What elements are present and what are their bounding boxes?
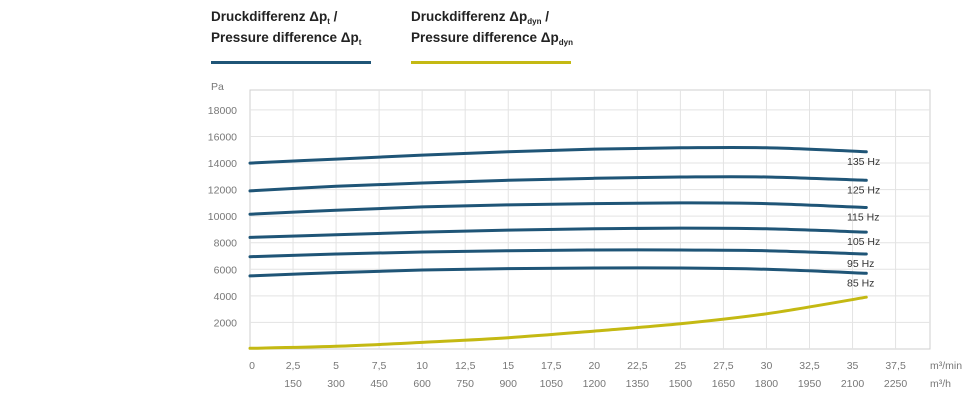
series-line-pt <box>248 175 868 193</box>
series-line-pt <box>248 145 868 165</box>
x-axis-unit-secondary: m³/h <box>930 378 951 390</box>
x-tick-label-primary: 32,5 <box>799 360 820 372</box>
y-axis-unit-label: Pa <box>211 81 224 93</box>
plot-frame <box>249 89 931 350</box>
x-tick-label-primary: 25 <box>675 360 687 372</box>
legend-label-line1: Druckdifferenz Δpdyn / <box>411 9 549 26</box>
series-label: 105 Hz <box>847 236 880 248</box>
legend-swatch-pt <box>211 61 371 64</box>
x-tick-label-secondary: 300 <box>327 378 345 390</box>
series-label: 95 Hz <box>847 258 874 270</box>
x-tick-label-primary: 17,5 <box>541 360 562 372</box>
x-tick-label-secondary: 2250 <box>884 378 908 390</box>
x-axis: 0 2,5 5 7,5 10 12,5 15 17,5 20 22,5 25 27,5 30 32,5 35… <box>249 360 962 390</box>
x-tick-label-primary: 10 <box>416 360 428 372</box>
series-line-pdyn <box>248 295 868 350</box>
x-tick-label-primary: 37,5 <box>885 360 906 372</box>
x-tick-label-secondary: 1050 <box>540 378 564 390</box>
series-label: 135 Hz <box>847 156 880 168</box>
series-labels: 135 Hz 125 Hz 115 Hz 105 Hz 95 Hz 85 Hz <box>847 156 880 290</box>
x-tick-label-secondary: 2100 <box>841 378 865 390</box>
series-line-pt <box>248 201 868 216</box>
y-tick-label: 16000 <box>208 131 237 143</box>
chart-grid <box>249 89 931 350</box>
legend-label-line2: Pressure difference Δpdyn <box>411 30 573 47</box>
legend-item-pdyn: Druckdifferenz Δpdyn / Pressure differen… <box>411 6 573 64</box>
series-label: 125 Hz <box>847 184 880 196</box>
series-line-pt <box>248 226 868 239</box>
x-tick-label-secondary: 1950 <box>798 378 822 390</box>
x-tick-label-secondary: 150 <box>284 378 302 390</box>
x-tick-label-secondary: 1800 <box>755 378 779 390</box>
x-tick-label-primary: 0 <box>249 360 255 372</box>
legend-label-line1: Druckdifferenz Δpt / <box>211 9 338 26</box>
series-label: 115 Hz <box>847 212 880 224</box>
legend-label-line2: Pressure difference Δpt <box>211 30 362 47</box>
x-tick-label-primary: 20 <box>588 360 600 372</box>
series-line-pt <box>248 266 868 278</box>
x-tick-label-primary: 27,5 <box>713 360 734 372</box>
x-tick-label-secondary: 1200 <box>583 378 607 390</box>
y-tick-label: 18000 <box>208 105 237 117</box>
x-tick-label-primary: 15 <box>502 360 514 372</box>
x-tick-label-secondary: 450 <box>370 378 388 390</box>
x-tick-label-primary: 12,5 <box>455 360 476 372</box>
y-tick-label: 6000 <box>214 264 238 276</box>
x-tick-label-secondary: 750 <box>456 378 474 390</box>
x-tick-label-secondary: 1500 <box>669 378 693 390</box>
x-tick-label-secondary: 600 <box>413 378 431 390</box>
y-tick-label: 12000 <box>208 185 237 197</box>
y-axis: 2000 4000 6000 8000 10000 12000 14000 16000 1800… <box>208 81 237 329</box>
x-tick-label-primary: 2,5 <box>286 360 301 372</box>
x-tick-label-secondary: 1350 <box>626 378 650 390</box>
y-tick-label: 14000 <box>208 158 237 170</box>
legend-swatch-pdyn <box>411 61 571 64</box>
x-tick-label-primary: 7,5 <box>372 360 387 372</box>
x-tick-label-primary: 22,5 <box>627 360 648 372</box>
y-tick-label: 2000 <box>214 317 238 329</box>
y-tick-label: 10000 <box>208 211 237 223</box>
x-tick-label-primary: 30 <box>761 360 773 372</box>
legend-item-pt: Druckdifferenz Δpt / Pressure difference… <box>211 6 371 64</box>
series-label: 85 Hz <box>847 277 874 289</box>
x-axis-unit-primary: m³/min <box>930 360 962 372</box>
x-tick-label-secondary: 900 <box>499 378 517 390</box>
y-tick-label: 4000 <box>214 291 238 303</box>
x-tick-label-primary: 35 <box>847 360 859 372</box>
x-tick-label-primary: 5 <box>333 360 339 372</box>
chart-series <box>248 145 868 350</box>
series-line-pt <box>248 248 868 259</box>
y-tick-label: 8000 <box>214 238 238 250</box>
x-tick-label-secondary: 1650 <box>712 378 736 390</box>
